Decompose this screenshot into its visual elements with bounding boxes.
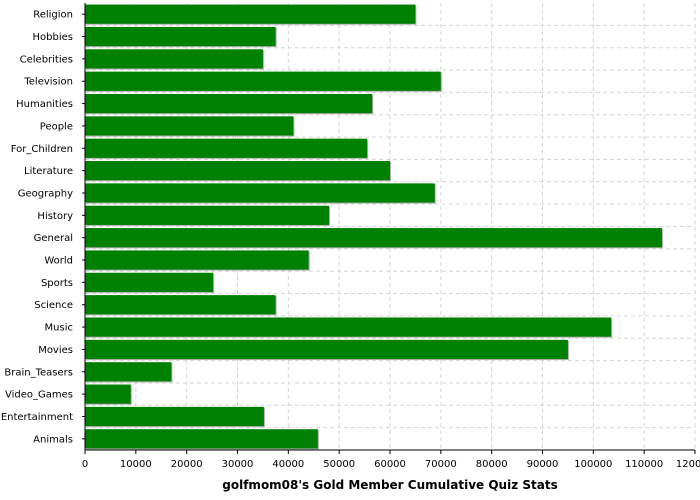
bar-hobbies bbox=[85, 26, 276, 47]
bar-humanities bbox=[85, 93, 373, 114]
category-label: Celebrities bbox=[20, 54, 73, 65]
x-tick-label: 80000 bbox=[476, 459, 508, 470]
x-tick-label: 90000 bbox=[527, 459, 559, 470]
x-tick-label: 110000 bbox=[625, 459, 663, 470]
bar-movies bbox=[85, 339, 568, 360]
category-label: Video_Games bbox=[5, 390, 73, 401]
x-axis-title: golfmom08's Gold Member Cumulative Quiz … bbox=[222, 478, 557, 492]
x-tick-label: 60000 bbox=[374, 459, 406, 470]
bar-religion bbox=[85, 4, 416, 24]
category-label: Geography bbox=[18, 188, 73, 199]
category-label: Animals bbox=[33, 434, 73, 445]
x-tick-label: 50000 bbox=[323, 459, 355, 470]
bar-world bbox=[85, 250, 309, 270]
x-tick-label: 40000 bbox=[272, 459, 304, 470]
category-label: For_Children bbox=[11, 144, 73, 155]
bar-for-children bbox=[85, 138, 368, 158]
bar-sports bbox=[85, 272, 214, 292]
x-tick-label: 0 bbox=[82, 459, 88, 470]
category-label: Literature bbox=[24, 166, 73, 177]
category-label: Brain_Teasers bbox=[4, 367, 73, 378]
category-label: Movies bbox=[38, 345, 73, 356]
bar-history bbox=[85, 205, 329, 225]
bar-animals bbox=[85, 429, 318, 449]
category-label: Hobbies bbox=[33, 32, 73, 43]
category-label: Sports bbox=[41, 278, 73, 289]
category-label: People bbox=[40, 121, 73, 132]
category-label: History bbox=[37, 211, 73, 222]
x-tick-label: 30000 bbox=[222, 459, 254, 470]
category-label: Television bbox=[23, 77, 73, 88]
bar-music bbox=[85, 317, 612, 337]
category-label: General bbox=[34, 233, 73, 244]
bar-general bbox=[85, 228, 662, 248]
bar-science bbox=[85, 295, 276, 315]
category-label: World bbox=[44, 256, 73, 267]
category-labels: Religion Hobbies Celebrities Television Huma… bbox=[1, 10, 73, 446]
bar-celebrities bbox=[85, 49, 263, 69]
category-label: Religion bbox=[33, 10, 73, 21]
bars-layer bbox=[82, 4, 663, 450]
bar-people bbox=[85, 116, 294, 136]
category-label: Entertainment bbox=[1, 412, 73, 423]
bar-entertainment bbox=[85, 406, 264, 427]
x-tick-label: 100000 bbox=[574, 459, 612, 470]
bar-television bbox=[85, 71, 441, 91]
x-tick-label: 10000 bbox=[120, 459, 152, 470]
category-label: Humanities bbox=[16, 99, 73, 110]
x-tick-label: 20000 bbox=[171, 459, 203, 470]
category-label: Science bbox=[34, 300, 73, 311]
bar-literature bbox=[85, 161, 390, 181]
x-tick-labels: 0 10000 20000 30000 40000 50000 60000 70000 8000… bbox=[82, 450, 700, 470]
bar-video-games bbox=[85, 384, 131, 404]
category-label: Music bbox=[45, 323, 73, 334]
grid-layer bbox=[85, 3, 696, 450]
x-tick-label: 70000 bbox=[425, 459, 457, 470]
bar-brain-teasers bbox=[85, 362, 172, 382]
x-tick-label: 120000 bbox=[676, 459, 700, 470]
bar-geography bbox=[85, 183, 435, 203]
